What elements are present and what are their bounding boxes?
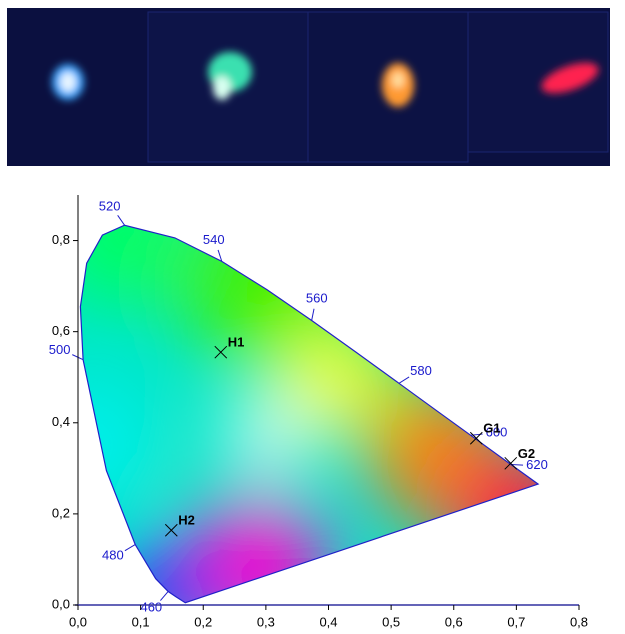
wavelength-label: 500 bbox=[49, 342, 71, 357]
fill-blob bbox=[449, 445, 539, 585]
x-tick-label: 0,7 bbox=[507, 614, 525, 629]
wavelength-tick bbox=[511, 464, 524, 466]
fill-blob bbox=[188, 495, 328, 603]
sample-point bbox=[469, 431, 483, 445]
fill-blob bbox=[228, 395, 308, 475]
point-label: H2 bbox=[178, 513, 195, 528]
x-tick-label: 0,0 bbox=[69, 614, 87, 629]
x-tick-label: 0,6 bbox=[445, 614, 463, 629]
wavelength-label: 460 bbox=[140, 600, 162, 615]
wavelength-tick bbox=[217, 249, 223, 262]
wavelength-tick bbox=[398, 376, 410, 384]
blue-sample-core bbox=[60, 72, 76, 92]
orange-sample-core bbox=[392, 72, 404, 88]
photo bbox=[7, 8, 610, 166]
x-tick-label: 0,1 bbox=[132, 614, 150, 629]
wavelength-tick bbox=[124, 544, 136, 552]
x-tick-label: 0,5 bbox=[382, 614, 400, 629]
sample-point bbox=[214, 345, 228, 359]
sample-point bbox=[164, 523, 178, 537]
wavelength-tick bbox=[311, 308, 315, 321]
fill-blob bbox=[80, 385, 148, 505]
wavelength-label: 580 bbox=[410, 363, 432, 378]
y-tick-label: 0,2 bbox=[52, 505, 70, 520]
y-tick-label: 0,0 bbox=[52, 596, 70, 611]
x-tick-label: 0,2 bbox=[194, 614, 212, 629]
wavelength-tick bbox=[117, 215, 125, 226]
color-fill bbox=[80, 225, 539, 603]
x-tick-label: 0,4 bbox=[319, 614, 337, 629]
wavelength-label: 560 bbox=[306, 290, 328, 305]
wavelength-label: 480 bbox=[102, 547, 124, 562]
spectral-locus bbox=[79, 224, 540, 604]
fill-blobs bbox=[80, 225, 539, 603]
wavelength-label: 600 bbox=[486, 424, 508, 439]
point-label: G1 bbox=[483, 421, 500, 436]
y-tick-label: 0,8 bbox=[52, 232, 70, 247]
y-tick-label: 0,6 bbox=[52, 323, 70, 338]
wavelength-label: 540 bbox=[203, 232, 225, 247]
x-tick-label: 0,3 bbox=[257, 614, 275, 629]
y-tick-label: 0,4 bbox=[52, 414, 70, 429]
x-tick-label: 0,8 bbox=[570, 614, 588, 629]
cie-diagram: 460 480 500 520 540 560 580 600 620 H1 H2 G1 G2 0,0 0,… bbox=[49, 195, 588, 629]
wavelength-label: 620 bbox=[526, 457, 548, 472]
wavelength-label: 520 bbox=[99, 199, 121, 214]
green-sample-core bbox=[213, 76, 231, 100]
point-label: H1 bbox=[228, 335, 245, 350]
red-sample bbox=[541, 62, 599, 94]
point-label: G2 bbox=[518, 446, 535, 461]
wavelength-tick bbox=[160, 591, 169, 601]
sample-point bbox=[504, 456, 518, 470]
